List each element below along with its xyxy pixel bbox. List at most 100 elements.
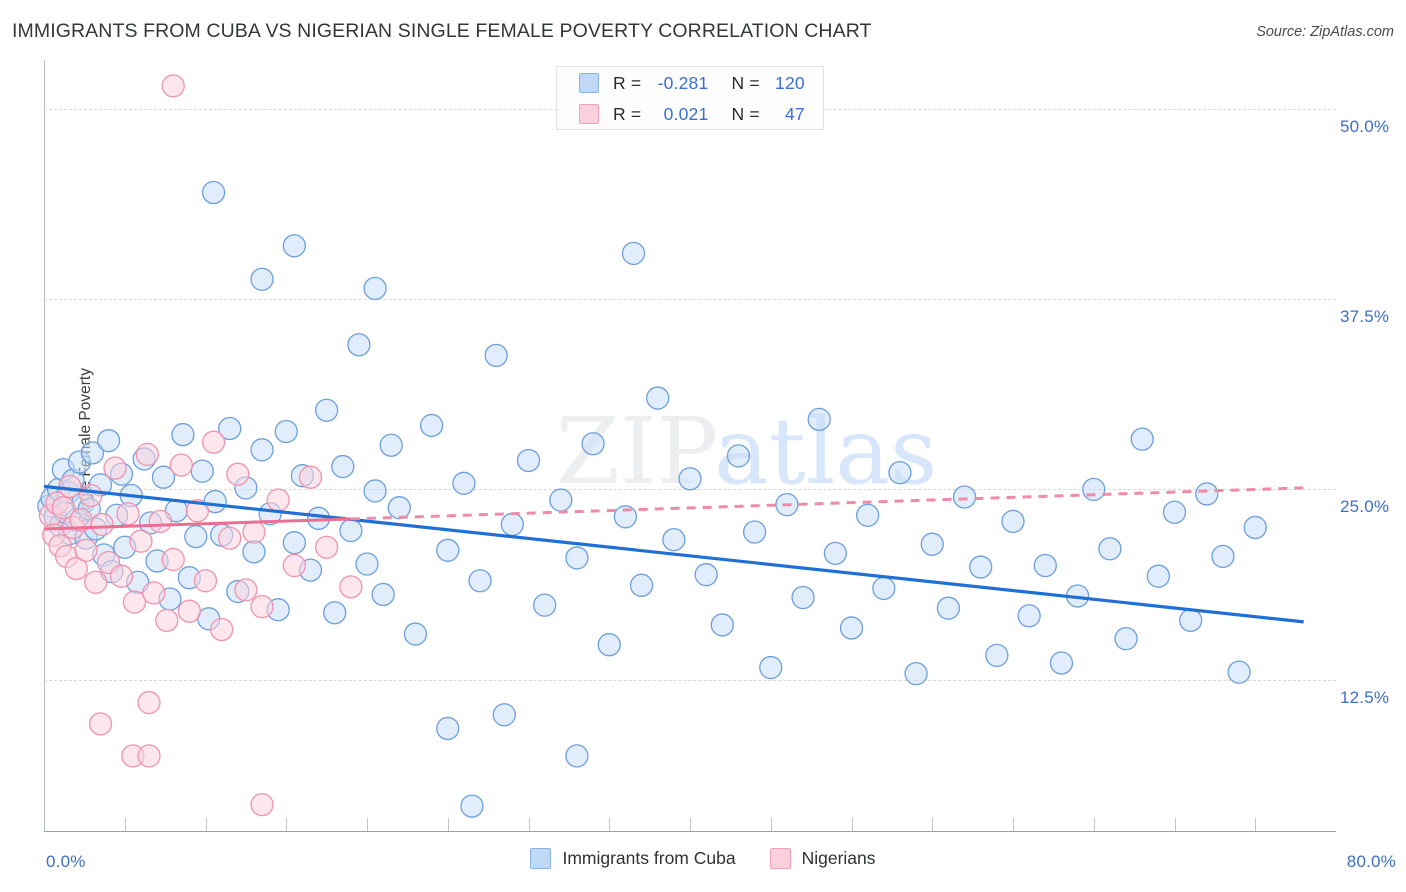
x-axis-tick xyxy=(447,818,449,831)
data-point xyxy=(171,422,195,447)
data-point xyxy=(184,524,208,549)
data-point xyxy=(1227,660,1251,684)
trend-lines-layer xyxy=(43,484,1304,624)
gridline-37.5 xyxy=(44,299,1336,301)
y-tick-label: 50.0% xyxy=(1340,116,1390,136)
data-point xyxy=(282,531,306,555)
data-point xyxy=(371,582,395,607)
data-point xyxy=(137,744,161,768)
trend-line-nigerians xyxy=(350,486,1304,521)
data-point xyxy=(1195,482,1219,506)
page-title: IMMIGRANTS FROM CUBA VS NIGERIAN SINGLE … xyxy=(12,20,872,42)
x-axis-tick xyxy=(770,818,772,831)
y-tick-label: 25.0% xyxy=(1340,497,1390,517)
source-attribution: Source: ZipAtlas.com xyxy=(1256,24,1394,40)
y-tick-label: 12.5% xyxy=(1340,687,1390,707)
data-point xyxy=(888,460,912,485)
data-point xyxy=(565,546,589,570)
data-point xyxy=(1211,544,1235,569)
statistics-legend: R = -0.281 N = 120 R = 0.021 N = 47 xyxy=(556,66,824,130)
data-point xyxy=(109,564,134,588)
plot-area xyxy=(37,60,1336,832)
data-point xyxy=(694,563,718,587)
data-point xyxy=(985,643,1009,668)
data-point xyxy=(234,578,258,602)
data-point xyxy=(1033,553,1057,578)
n-label-cuba: N = 120 xyxy=(731,72,805,93)
r-value-cuba: -0.281 xyxy=(657,72,709,93)
data-point xyxy=(1001,509,1025,534)
data-point xyxy=(190,459,214,483)
stat-text-nigerians: R = 0.021 N = 47 xyxy=(613,104,805,125)
r-label-nigerians: R = 0.021 xyxy=(613,103,709,124)
data-point xyxy=(379,433,403,457)
data-point xyxy=(80,441,105,465)
data-point xyxy=(581,432,605,456)
data-point xyxy=(646,386,670,410)
data-point xyxy=(621,241,646,266)
data-point xyxy=(90,512,114,537)
data-point xyxy=(135,442,160,467)
x-axis-tick xyxy=(851,818,853,831)
data-point xyxy=(201,180,226,205)
data-point xyxy=(74,538,98,562)
data-point xyxy=(185,499,210,523)
n-value-nigerians: 47 xyxy=(784,103,805,124)
series-nigerians xyxy=(38,74,363,817)
data-point xyxy=(710,613,734,637)
data-point xyxy=(759,655,783,680)
data-point xyxy=(565,744,589,768)
data-point xyxy=(51,496,76,520)
data-point xyxy=(226,462,250,486)
data-point xyxy=(742,520,767,544)
data-point xyxy=(1114,626,1138,651)
x-axis-tick xyxy=(1013,818,1014,831)
legend-label-cuba: Immigrants from Cuba xyxy=(562,848,736,868)
legend-swatch-nigerians xyxy=(579,104,599,124)
data-point xyxy=(823,541,847,566)
legend-label-nigerians: Nigerians xyxy=(801,848,876,868)
data-point xyxy=(314,398,339,422)
data-point xyxy=(1146,564,1170,588)
data-point xyxy=(678,467,702,491)
data-point xyxy=(103,456,127,480)
data-point xyxy=(1017,604,1041,628)
series-legend: Immigrants from Cuba Nigerians xyxy=(0,848,1406,869)
legend-marker-cuba xyxy=(530,848,552,869)
x-axis-tick xyxy=(286,818,288,831)
data-point xyxy=(339,575,363,599)
data-point xyxy=(726,444,751,468)
data-point xyxy=(484,343,508,368)
legend-entry-nigerians[interactable]: Nigerians xyxy=(769,848,876,869)
data-point xyxy=(218,416,242,441)
trend-line-nigerians xyxy=(43,517,351,531)
data-point xyxy=(436,538,460,562)
data-point xyxy=(122,590,147,614)
x-axis-tick xyxy=(367,818,368,831)
data-point xyxy=(218,526,242,550)
data-point xyxy=(282,234,306,258)
legend-entry-cuba[interactable]: Immigrants from Cuba xyxy=(530,848,736,869)
data-point xyxy=(137,690,161,715)
y-axis-line xyxy=(44,60,45,832)
data-point xyxy=(169,453,193,477)
data-point xyxy=(177,599,202,623)
data-point xyxy=(161,74,185,98)
data-point xyxy=(298,465,323,489)
gridline-12.5 xyxy=(44,679,1336,681)
data-point xyxy=(629,573,654,597)
data-point xyxy=(250,594,274,619)
stat-text-cuba: R = -0.281 N = 120 xyxy=(613,73,805,94)
data-point xyxy=(839,616,864,640)
x-axis-tick xyxy=(932,818,934,831)
x-axis-label-max: 80.0% xyxy=(1346,852,1396,871)
data-point xyxy=(419,413,444,438)
data-point xyxy=(282,553,306,578)
data-point xyxy=(1243,515,1267,540)
data-point xyxy=(84,570,108,594)
data-point xyxy=(920,532,944,556)
data-point xyxy=(452,471,476,495)
stat-row-nigerians: R = 0.021 N = 47 xyxy=(557,98,823,130)
x-axis-tick xyxy=(528,818,530,831)
